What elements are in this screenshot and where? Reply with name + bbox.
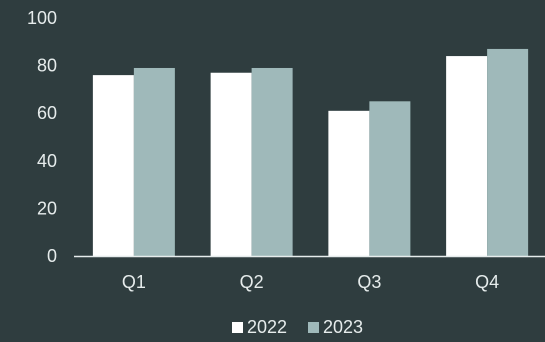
y-tick-label: 40: [37, 151, 57, 171]
bar-2022-Q2: [210, 72, 252, 257]
bar-2022-Q1: [92, 75, 134, 257]
y-tick-label: 0: [47, 246, 57, 266]
y-tick-label: 100: [27, 8, 57, 28]
bar-2022-Q4: [446, 56, 488, 256]
bar-2023-Q4: [487, 48, 529, 256]
y-tick-label: 20: [37, 198, 57, 218]
x-tick-label: Q4: [475, 272, 499, 292]
bar-2023-Q3: [369, 101, 411, 256]
x-tick-label: Q3: [357, 272, 381, 292]
x-axis-labels: Q1 Q2 Q3 Q4: [122, 272, 499, 292]
x-tick-label: Q2: [240, 272, 264, 292]
bar-2022-Q3: [328, 110, 370, 256]
x-tick-label: Q1: [122, 272, 146, 292]
bar-2023-Q2: [251, 67, 293, 256]
legend: 2022 2023: [232, 317, 363, 337]
bars-group: [92, 48, 529, 257]
legend-swatch-2023: [308, 322, 319, 333]
y-tick-label: 60: [37, 103, 57, 123]
legend-swatch-2022: [232, 322, 243, 333]
legend-label-2022: 2022: [247, 317, 287, 337]
bar-2023-Q1: [133, 67, 175, 256]
y-axis-ticks: 0 20 40 60 80 100: [27, 8, 57, 266]
legend-label-2023: 2023: [323, 317, 363, 337]
y-tick-label: 80: [37, 56, 57, 76]
